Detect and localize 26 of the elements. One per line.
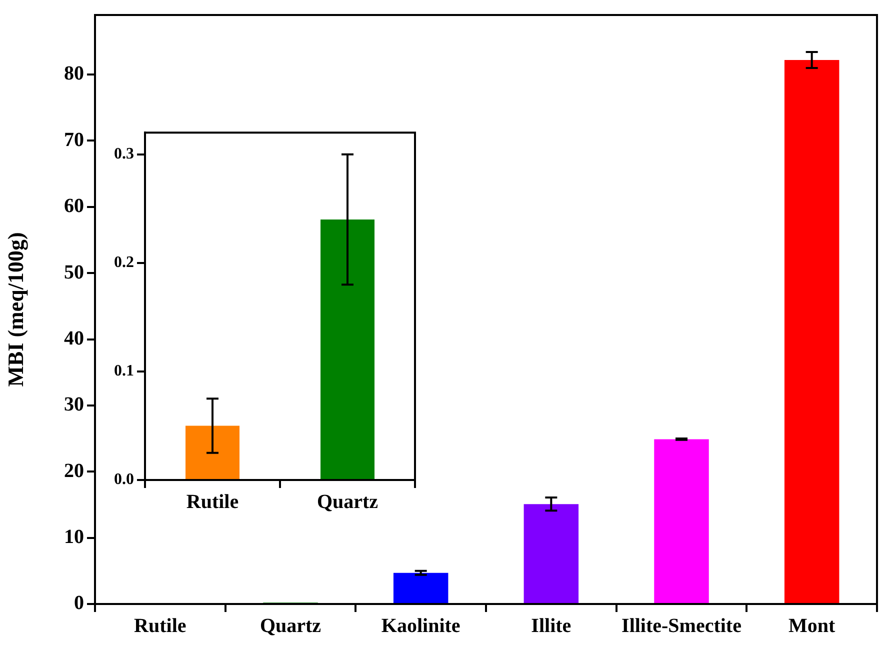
y-tick-label: 0.1	[114, 362, 134, 380]
bar	[524, 504, 579, 603]
y-tick-label: 10	[64, 526, 84, 548]
bar	[784, 60, 840, 603]
bar	[393, 572, 448, 603]
y-axis-title: MBI (meq/100g)	[2, 232, 28, 387]
y-tick-label: 40	[64, 327, 84, 350]
x-tick-label: Illite-Smectite	[622, 615, 742, 638]
y-tick-label: 80	[64, 62, 84, 85]
y-tick-label: 30	[64, 394, 84, 416]
y-tick-label: 0.0	[114, 471, 134, 488]
x-tick-label: Illite	[531, 615, 572, 638]
y-tick-label: 20	[64, 460, 84, 482]
y-tick-label: 70	[64, 128, 84, 151]
y-tick-label: 60	[64, 195, 84, 218]
x-tick-label: Quartz	[316, 491, 378, 514]
y-tick-label: 0	[74, 592, 84, 614]
y-tick-label: 0.3	[114, 145, 134, 162]
bar	[654, 439, 709, 603]
x-tick-label: Rutile	[186, 491, 239, 514]
x-tick-label: Quartz	[260, 615, 322, 638]
x-tick-label: Kaolinite	[381, 615, 460, 638]
y-tick-label: 0.2	[114, 254, 134, 272]
y-tick-label: 50	[64, 261, 84, 284]
x-tick-label: Rutile	[134, 615, 186, 638]
x-tick-label: Mont	[788, 615, 836, 638]
